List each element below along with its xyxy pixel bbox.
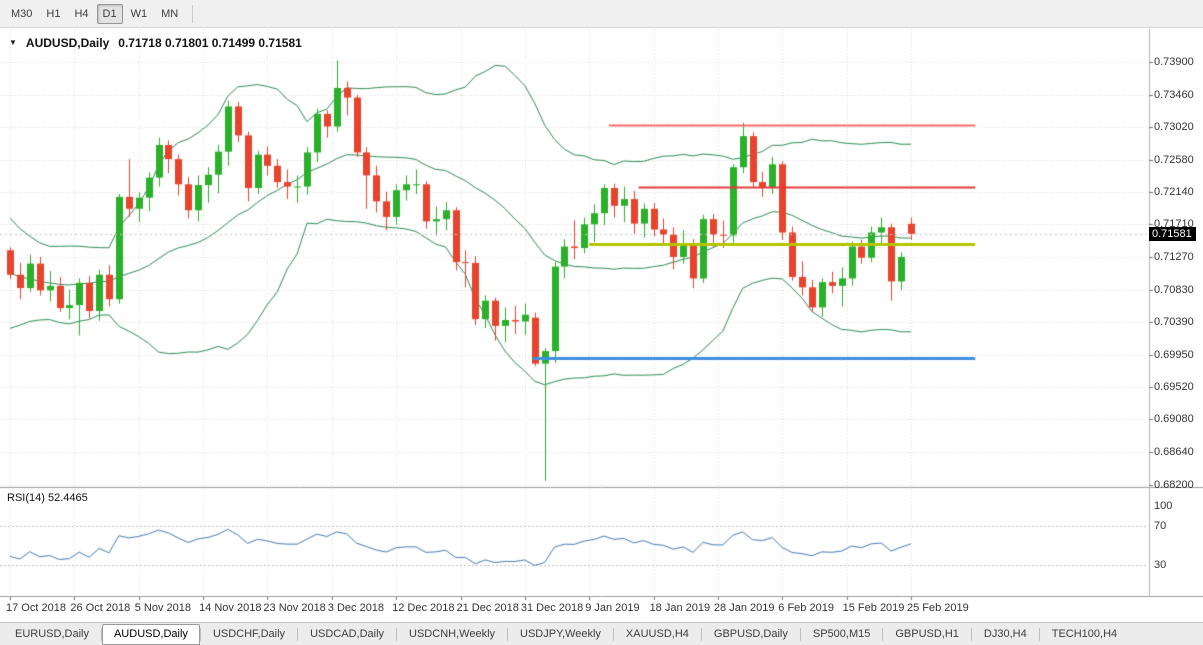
tab-separator bbox=[297, 627, 299, 641]
date-axis-label: 18 Jan 2019 bbox=[649, 602, 711, 614]
tab-separator bbox=[882, 627, 884, 641]
date-axis-label: 23 Nov 2018 bbox=[263, 602, 326, 614]
price-axis-label: 0.69950 bbox=[1154, 348, 1194, 361]
price-axis-label: 0.69520 bbox=[1154, 380, 1194, 393]
tab-usdchf-daily[interactable]: USDCHF,Daily bbox=[212, 628, 286, 640]
tab-separator bbox=[396, 627, 398, 641]
chart-window: ▼ AUDUSD,Daily 0.71718 0.71801 0.71499 0… bbox=[0, 29, 1203, 622]
date-axis-label: 6 Feb 2019 bbox=[778, 602, 834, 614]
tab-separator bbox=[799, 627, 801, 641]
rsi-axis-label: 70 bbox=[1154, 520, 1167, 532]
price-axis[interactable]: 0.73900 0.73460 0.73020 0.72580 0.72140 0.717… bbox=[0, 29, 1203, 622]
price-axis-label: 0.72580 bbox=[1154, 153, 1194, 166]
tab-gbpusd-h1[interactable]: GBPUSD,H1 bbox=[895, 628, 959, 640]
price-axis-label: 0.73020 bbox=[1154, 121, 1194, 134]
tab-separator bbox=[612, 627, 614, 641]
price-axis-label: 0.73460 bbox=[1154, 88, 1194, 101]
price-axis-label: 0.71270 bbox=[1154, 250, 1194, 263]
tab-separator bbox=[970, 627, 972, 641]
price-axis-label: 0.73900 bbox=[1154, 56, 1194, 68]
tab-separator bbox=[700, 627, 702, 641]
current-price-badge: 0.71581 bbox=[1149, 226, 1196, 241]
price-axis-label: 0.70390 bbox=[1154, 316, 1194, 329]
rsi-axis: 100 70 30 bbox=[0, 29, 1203, 622]
rsi-axis-label: 100 bbox=[1154, 500, 1173, 512]
price-axis-label: 0.68640 bbox=[1154, 445, 1194, 458]
date-axis-label: 15 Feb 2019 bbox=[842, 602, 905, 614]
tab-dj30-h4[interactable]: DJ30,H4 bbox=[983, 628, 1027, 640]
tab-separator bbox=[100, 627, 102, 641]
timeframe-toolbar: M30 H1 H4 D1 W1 MN bbox=[0, 0, 1203, 28]
date-axis-label: 26 Oct 2018 bbox=[70, 602, 131, 614]
tab-usdcnh-weekly[interactable]: USDCNH,Weekly bbox=[409, 628, 496, 640]
timeframe-button-w1[interactable]: W1 bbox=[130, 7, 148, 20]
date-axis-label: 9 Jan 2019 bbox=[585, 602, 640, 614]
tab-tech100-h4[interactable]: TECH100,H4 bbox=[1051, 628, 1118, 640]
date-axis-label: 31 Dec 2018 bbox=[520, 602, 584, 614]
date-axis-label: 17 Oct 2018 bbox=[6, 602, 66, 614]
chart-symbol-label: AUDUSD,Daily bbox=[25, 36, 110, 50]
date-axis-label: 25 Feb 2019 bbox=[907, 602, 969, 614]
tab-usdcad-daily[interactable]: USDCAD,Daily bbox=[310, 628, 385, 640]
toolbar-divider bbox=[192, 4, 194, 23]
timeframe-button-h1[interactable]: H1 bbox=[46, 7, 61, 20]
date-axis-label: 3 Dec 2018 bbox=[327, 602, 385, 614]
chart-tab-bar: EURUSD,Daily AUDUSD,Daily USDCHF,Daily USDC… bbox=[0, 622, 1203, 645]
date-axis-label: 5 Nov 2018 bbox=[134, 602, 191, 614]
timeframe-button-mn[interactable]: MN bbox=[161, 7, 179, 20]
tab-usdjpy-weekly[interactable]: USDJPY,Weekly bbox=[520, 628, 601, 640]
date-axis-label: 12 Dec 2018 bbox=[392, 602, 455, 614]
chart-ohlc-values: 0.71718 0.71801 0.71499 0.71581 bbox=[118, 36, 302, 50]
date-axis-label: 28 Jan 2019 bbox=[713, 602, 775, 614]
timeframe-button-m30[interactable]: M30 bbox=[11, 7, 33, 20]
timeframe-buttons: M30 H1 H4 D1 W1 MN bbox=[5, 3, 184, 24]
tab-separator bbox=[1038, 627, 1040, 641]
tab-gbpusd-daily[interactable]: GBPUSD,Daily bbox=[713, 628, 788, 640]
chart-title: ▼ AUDUSD,Daily 0.71718 0.71801 0.71499 0… bbox=[9, 36, 302, 50]
price-axis-label: 0.72140 bbox=[1154, 186, 1194, 199]
date-axis-label: 21 Dec 2018 bbox=[456, 602, 519, 614]
chart-dropdown-icon[interactable]: ▼ bbox=[9, 38, 17, 47]
rsi-indicator-label: RSI(14) 52.4465 bbox=[7, 492, 88, 504]
tab-eurusd-daily[interactable]: EURUSD,Daily bbox=[15, 628, 89, 640]
timeframe-button-d1[interactable]: D1 bbox=[96, 3, 123, 24]
price-axis-label: 0.70830 bbox=[1154, 283, 1194, 296]
date-axis-label: 14 Nov 2018 bbox=[199, 602, 262, 614]
tab-separator bbox=[199, 627, 201, 641]
timeframe-button-h4[interactable]: H4 bbox=[74, 7, 89, 20]
tab-xauusd-h4[interactable]: XAUUSD,H4 bbox=[625, 628, 689, 640]
tab-audusd-daily[interactable]: AUDUSD,Daily bbox=[101, 623, 200, 645]
price-axis-label: 0.68200 bbox=[1154, 478, 1194, 491]
tab-sp500-m15[interactable]: SP500,M15 bbox=[812, 628, 871, 640]
price-axis-label: 0.69080 bbox=[1154, 413, 1194, 426]
rsi-label-text: RSI(14) 52.4465 bbox=[7, 492, 88, 504]
date-axis[interactable]: 17 Oct 2018 26 Oct 2018 5 Nov 2018 14 Nov 2… bbox=[0, 29, 1203, 622]
tab-separator bbox=[507, 627, 509, 641]
rsi-axis-label: 30 bbox=[1154, 559, 1167, 571]
price-chart-canvas[interactable] bbox=[0, 29, 1203, 622]
